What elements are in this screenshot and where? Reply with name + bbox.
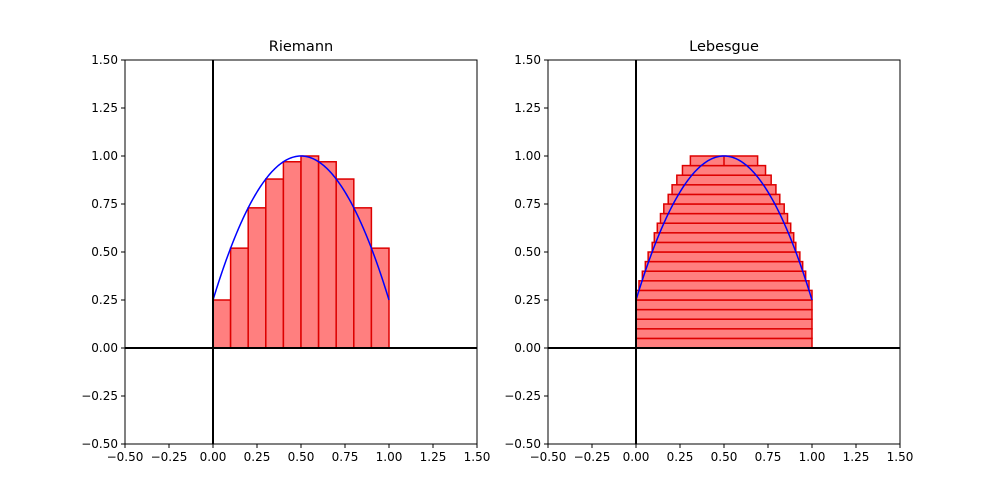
lebesgue-y-tick-label: 1.50 xyxy=(514,53,541,67)
lebesgue-x-tick-label: 0.00 xyxy=(623,450,650,464)
lebesgue-y-tick-label: 0.25 xyxy=(514,293,541,307)
lebesgue-bar xyxy=(641,270,807,282)
lebesgue-x-tick-label: −0.50 xyxy=(530,450,567,464)
riemann-x-tick-label: 1.50 xyxy=(464,450,491,464)
riemann-bar xyxy=(212,299,232,349)
lebesgue-bar xyxy=(647,251,801,263)
riemann-bar xyxy=(282,161,302,349)
riemann-y-tick-label: 1.25 xyxy=(91,101,118,115)
riemann-x-tick-label: 1.00 xyxy=(376,450,403,464)
riemann-y-tick-label: 0.25 xyxy=(91,293,118,307)
lebesgue-y-tick-label: 0.00 xyxy=(514,341,541,355)
riemann-bar xyxy=(370,247,390,349)
riemann-bar xyxy=(265,178,285,349)
lebesgue-x-tick-label: 0.50 xyxy=(711,450,738,464)
riemann-x-tick-label: 0.50 xyxy=(288,450,315,464)
lebesgue-bar xyxy=(681,164,767,176)
riemann-bar xyxy=(300,155,320,349)
riemann-y-tick-label: 0.50 xyxy=(91,245,118,259)
riemann-y-ticks: −0.50 −0.25 0.00 0.25 0.50 0.75 1.00 1.25 1.50 xyxy=(81,53,125,451)
lebesgue-bar xyxy=(635,337,813,349)
lebesgue-x-tick-label: 0.25 xyxy=(667,450,694,464)
riemann-x-tick-label: −0.25 xyxy=(151,450,188,464)
lebesgue-bars xyxy=(635,155,813,349)
riemann-curve-line xyxy=(212,155,390,301)
lebesgue-y-tick-label: 1.25 xyxy=(514,101,541,115)
riemann-bar xyxy=(335,178,355,349)
lebesgue-bar xyxy=(667,193,781,205)
riemann-title: Riemann xyxy=(269,39,333,55)
riemann-axis-lines xyxy=(125,60,477,444)
riemann-subplot: Riemann −0.50 −0.25 0.00 0.25 0.50 0.75 1.00 1.… xyxy=(81,39,490,464)
lebesgue-bar xyxy=(635,308,813,320)
riemann-bar xyxy=(317,161,337,349)
lebesgue-y-tick-label: 1.00 xyxy=(514,149,541,163)
lebesgue-x-tick-label: 1.50 xyxy=(887,450,914,464)
riemann-bar xyxy=(229,247,249,349)
lebesgue-bar xyxy=(644,260,804,272)
riemann-x-tick-label: 0.00 xyxy=(200,450,227,464)
riemann-x-tick-label: 0.75 xyxy=(332,450,359,464)
lebesgue-bar xyxy=(635,318,813,330)
riemann-y-tick-label: −0.25 xyxy=(81,389,118,403)
lebesgue-bar xyxy=(671,184,777,196)
lebesgue-bar xyxy=(653,232,795,244)
lebesgue-bar xyxy=(659,212,789,224)
riemann-x-ticks: −0.50 −0.25 0.00 0.25 0.50 0.75 1.00 1.25 1.50 xyxy=(107,444,491,464)
lebesgue-bar xyxy=(656,222,792,234)
riemann-bars xyxy=(212,155,390,349)
lebesgue-x-tick-label: 1.25 xyxy=(843,450,870,464)
lebesgue-bar xyxy=(663,203,785,215)
lebesgue-bar xyxy=(638,280,810,292)
riemann-x-tick-label: 1.25 xyxy=(420,450,447,464)
lebesgue-axis-lines xyxy=(548,60,900,444)
lebesgue-y-tick-label: −0.50 xyxy=(504,437,541,451)
riemann-x-tick-label: 0.25 xyxy=(244,450,271,464)
riemann-x-tick-label: −0.50 xyxy=(107,450,144,464)
lebesgue-y-tick-label: 0.50 xyxy=(514,245,541,259)
lebesgue-bar xyxy=(651,241,797,253)
lebesgue-bar xyxy=(635,328,813,340)
lebesgue-curve-group xyxy=(635,155,813,301)
riemann-bar xyxy=(247,207,267,349)
riemann-y-tick-label: 1.50 xyxy=(91,53,118,67)
lebesgue-x-tick-label: 1.00 xyxy=(799,450,826,464)
lebesgue-bar xyxy=(635,289,813,301)
lebesgue-y-tick-label: 0.75 xyxy=(514,197,541,211)
lebesgue-x-ticks: −0.50 −0.25 0.00 0.25 0.50 0.75 1.00 1.25 1.50 xyxy=(530,444,914,464)
riemann-y-tick-label: 0.00 xyxy=(91,341,118,355)
lebesgue-x-tick-label: 0.75 xyxy=(755,450,782,464)
lebesgue-bar xyxy=(635,299,813,311)
riemann-y-tick-label: 0.75 xyxy=(91,197,118,211)
riemann-y-tick-label: −0.50 xyxy=(81,437,118,451)
lebesgue-y-ticks: −0.50 −0.25 0.00 0.25 0.50 0.75 1.00 1.25 1.50 xyxy=(504,53,548,451)
riemann-curve-group xyxy=(212,155,390,301)
lebesgue-y-tick-label: −0.25 xyxy=(504,389,541,403)
riemann-bar xyxy=(353,207,373,349)
lebesgue-curve-line xyxy=(635,155,813,301)
lebesgue-x-tick-label: −0.25 xyxy=(574,450,611,464)
lebesgue-subplot: Lebesgue −0.50 −0.25 0.00 0.25 0.50 0.75 1.00 1… xyxy=(504,39,913,464)
lebesgue-title: Lebesgue xyxy=(689,39,759,55)
riemann-y-tick-label: 1.00 xyxy=(91,149,118,163)
